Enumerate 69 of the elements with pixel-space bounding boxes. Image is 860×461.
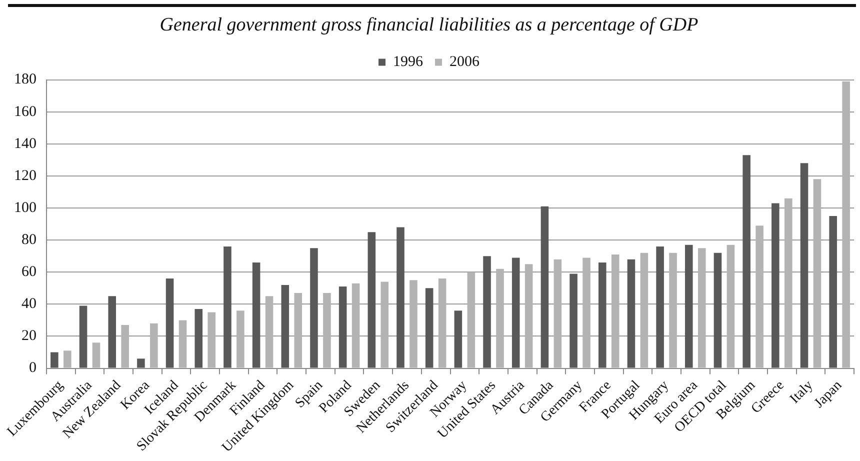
bar — [425, 288, 434, 368]
bar — [137, 358, 145, 368]
bar — [108, 296, 116, 368]
y-tick-label: 160 — [14, 104, 36, 120]
y-tick-label: 140 — [14, 136, 36, 152]
bar — [669, 252, 677, 368]
bar — [166, 278, 174, 368]
bar — [483, 256, 491, 368]
chart-title: General government gross financial liabilities as a percentage of GDP — [160, 14, 699, 36]
bar — [524, 264, 533, 368]
bar — [323, 292, 331, 368]
bar — [380, 282, 389, 368]
bar — [698, 248, 706, 368]
bar — [410, 280, 418, 368]
bar — [252, 262, 260, 368]
bar — [512, 258, 520, 368]
bar — [829, 216, 837, 368]
bar — [784, 198, 792, 368]
bar — [656, 246, 664, 368]
bar — [208, 312, 216, 368]
bar — [396, 227, 404, 368]
y-tick-label: 40 — [22, 296, 36, 312]
bar — [570, 274, 578, 368]
bar — [79, 306, 88, 368]
bar — [496, 268, 504, 368]
bar — [438, 278, 446, 368]
bar — [281, 284, 290, 368]
bar — [742, 155, 750, 368]
bar — [640, 252, 648, 368]
bar — [540, 206, 549, 368]
bar — [582, 258, 590, 368]
bar — [265, 296, 274, 368]
y-tick-label: 80 — [22, 232, 36, 248]
bar — [224, 246, 232, 368]
y-tick-label: 100 — [14, 200, 36, 216]
bar — [368, 232, 376, 368]
bar — [310, 248, 318, 368]
bar — [294, 292, 302, 368]
bar — [467, 272, 476, 368]
y-tick-label: 20 — [22, 328, 36, 344]
legend-label: 2006 — [450, 54, 480, 70]
bar — [352, 283, 360, 368]
y-tick-label: 180 — [14, 72, 36, 88]
bar — [178, 320, 187, 368]
bar — [726, 244, 735, 368]
bar — [121, 325, 129, 368]
bar — [598, 262, 606, 368]
bar — [554, 259, 562, 368]
bar — [772, 203, 780, 368]
bar — [64, 350, 72, 368]
bar — [800, 163, 808, 368]
bar — [714, 252, 722, 368]
bar — [611, 254, 620, 368]
bar — [813, 179, 822, 368]
bar — [842, 81, 850, 368]
bar — [756, 226, 764, 368]
bar — [685, 244, 693, 368]
y-tick-label: 60 — [22, 264, 36, 280]
bar — [454, 310, 462, 368]
y-tick-label: 120 — [14, 168, 36, 184]
y-tick-label: 0 — [29, 360, 36, 376]
bar — [50, 352, 58, 368]
legend-label: 1996 — [393, 54, 424, 70]
bar — [338, 286, 347, 368]
bar — [627, 259, 636, 368]
bar — [236, 310, 244, 368]
bar — [150, 323, 158, 368]
bar — [92, 342, 100, 368]
bar — [194, 309, 203, 368]
